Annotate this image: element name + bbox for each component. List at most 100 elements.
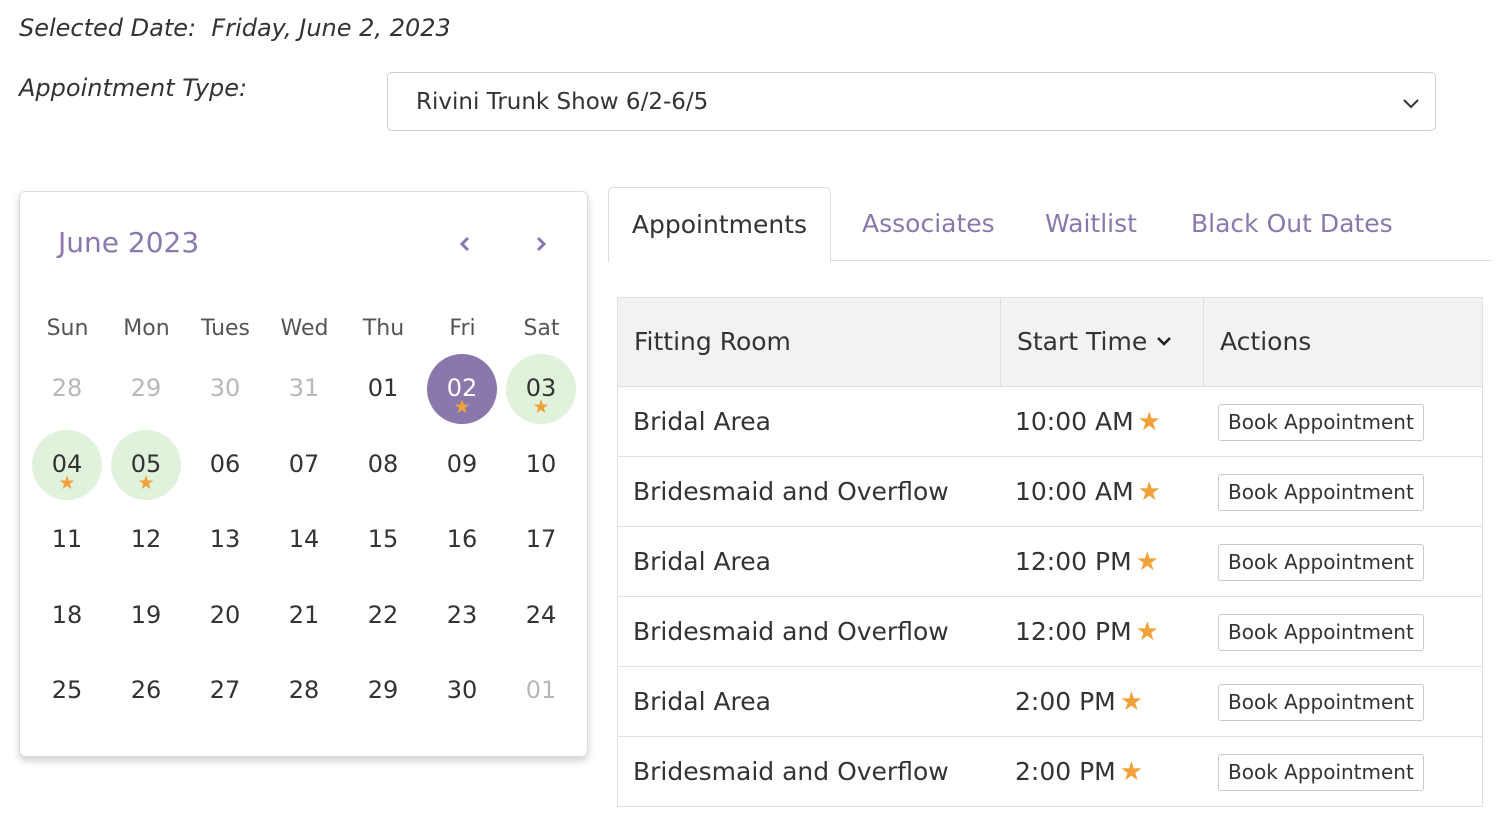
calendar-day-number: 05 (130, 450, 162, 478)
calendar-day-number: 28 (288, 676, 320, 704)
start-time-value: 12:00 PM (1015, 547, 1132, 576)
calendar-day[interactable]: 09 (427, 430, 497, 500)
calendar-day[interactable]: 02 ★ (427, 354, 497, 424)
calendar-day-number: 14 (288, 525, 320, 553)
calendar-day-number: 27 (209, 676, 241, 704)
star-icon: ★ (1137, 407, 1161, 437)
calendar-day[interactable]: 14 (269, 505, 339, 575)
start-time-cell: 2:00 PM ★ (1015, 737, 1143, 806)
calendar-day[interactable]: 16 (427, 505, 497, 575)
calendar-day[interactable]: 20 (190, 581, 260, 651)
start-time-cell: 2:00 PM ★ (1015, 667, 1143, 736)
calendar-day[interactable]: 29 (348, 656, 418, 726)
table-body: Bridal Area 10:00 AM ★ Book Appointment Brid… (617, 387, 1483, 807)
calendar-day-number: 31 (288, 374, 320, 402)
calendar-day[interactable]: 15 (348, 505, 418, 575)
calendar-day-number: 29 (367, 676, 399, 704)
weekday-label: Wed (280, 316, 329, 341)
fitting-room-cell: Bridesmaid and Overflow (633, 757, 949, 786)
calendar-day[interactable]: 26 (111, 656, 181, 726)
calendar-day[interactable]: 18 (32, 581, 102, 651)
calendar-day-number: 19 (130, 601, 162, 629)
star-icon: ★ (1137, 477, 1161, 507)
calendar-day-number: 08 (367, 450, 399, 478)
calendar-day-number: 10 (525, 450, 557, 478)
star-icon: ★ (1135, 547, 1159, 577)
tab-appointments[interactable]: Appointments (608, 187, 831, 262)
column-header-fitting-room[interactable]: Fitting Room (618, 298, 1001, 386)
start-time-value: 12:00 PM (1015, 617, 1132, 646)
star-icon: ★ (532, 396, 550, 418)
start-time-value: 10:00 AM (1015, 407, 1134, 436)
calendar-day-number: 28 (51, 374, 83, 402)
fitting-room-cell: Bridal Area (633, 687, 771, 716)
calendar-day[interactable]: 25 (32, 656, 102, 726)
column-header-start-time[interactable]: Start Time (1001, 298, 1204, 386)
table-header: Fitting Room Start Time Actions (617, 297, 1483, 387)
calendar-day[interactable]: 11 (32, 505, 102, 575)
calendar-day[interactable]: 28 (269, 656, 339, 726)
calendar-day[interactable]: 13 (190, 505, 260, 575)
book-appointment-button[interactable]: Book Appointment (1218, 474, 1424, 511)
selected-date-line: Selected Date: Friday, June 2, 2023 (19, 14, 451, 42)
book-appointment-button[interactable]: Book Appointment (1218, 754, 1424, 791)
calendar-day: 31 (269, 354, 339, 424)
calendar-day[interactable]: 07 (269, 430, 339, 500)
appointment-type-select[interactable]: Rivini Trunk Show 6/2-6/5 (387, 72, 1436, 131)
calendar-day[interactable]: 03 ★ (506, 354, 576, 424)
calendar-day[interactable]: 04 ★ (32, 430, 102, 500)
table-row: Bridal Area 12:00 PM ★ Book Appointment (618, 527, 1482, 597)
tab-waitlist[interactable]: Waitlist (1045, 209, 1137, 238)
calendar-day[interactable]: 27 (190, 656, 260, 726)
calendar-day: 01 (506, 656, 576, 726)
calendar-day[interactable]: 19 (111, 581, 181, 651)
calendar-day-number: 13 (209, 525, 241, 553)
calendar-day-number: 29 (130, 374, 162, 402)
book-appointment-button[interactable]: Book Appointment (1218, 544, 1424, 581)
calendar-day[interactable]: 01 (348, 354, 418, 424)
calendar-day[interactable]: 17 (506, 505, 576, 575)
table-row: Bridal Area 10:00 AM ★ Book Appointment (618, 387, 1482, 457)
calendar-day: 30 (190, 354, 260, 424)
chevron-right-icon[interactable] (528, 230, 554, 258)
star-icon: ★ (1119, 687, 1144, 717)
calendar-day-number: 01 (525, 676, 557, 704)
calendar-day-number: 15 (367, 525, 399, 553)
start-time-value: 2:00 PM (1015, 687, 1116, 716)
fitting-room-cell: Bridal Area (633, 407, 771, 436)
calendar-day[interactable]: 10 (506, 430, 576, 500)
fitting-room-cell: Bridal Area (633, 547, 771, 576)
calendar-day[interactable]: 05 ★ (111, 430, 181, 500)
calendar-day[interactable]: 08 (348, 430, 418, 500)
calendar-day[interactable]: 22 (348, 581, 418, 651)
book-appointment-button[interactable]: Book Appointment (1218, 614, 1424, 651)
weekday-label: Mon (123, 316, 170, 341)
column-header-actions: Actions (1204, 298, 1482, 386)
table-row: Bridesmaid and Overflow 10:00 AM ★ Book App… (618, 457, 1482, 527)
calendar-day[interactable]: 21 (269, 581, 339, 651)
star-icon: ★ (1135, 617, 1159, 647)
tab-associates[interactable]: Associates (862, 209, 995, 238)
table-row: Bridesmaid and Overflow 12:00 PM ★ Book App… (618, 597, 1482, 667)
star-icon: ★ (58, 472, 76, 494)
calendar-day-number: 24 (525, 601, 557, 629)
calendar-day[interactable]: 12 (111, 505, 181, 575)
appointment-type-label: Appointment Type: (19, 74, 248, 102)
book-appointment-button[interactable]: Book Appointment (1218, 404, 1424, 441)
calendar-day[interactable]: 23 (427, 581, 497, 651)
calendar-day-number: 01 (367, 374, 399, 402)
start-time-cell: 12:00 PM ★ (1015, 527, 1159, 596)
calendar-day[interactable]: 06 (190, 430, 260, 500)
chevron-left-icon[interactable] (452, 230, 478, 258)
table-row: Bridal Area 2:00 PM ★ Book Appointment (618, 667, 1482, 737)
star-icon: ★ (453, 396, 471, 418)
start-time-value: 2:00 PM (1015, 757, 1116, 786)
calendar-day-number: 20 (209, 601, 241, 629)
tab-black-out-dates[interactable]: Black Out Dates (1191, 209, 1393, 238)
calendar-month-title: June 2023 (58, 226, 200, 259)
calendar-day[interactable]: 30 (427, 656, 497, 726)
calendar-day[interactable]: 24 (506, 581, 576, 651)
calendar-day-number: 04 (51, 450, 83, 478)
book-appointment-button[interactable]: Book Appointment (1218, 684, 1424, 721)
